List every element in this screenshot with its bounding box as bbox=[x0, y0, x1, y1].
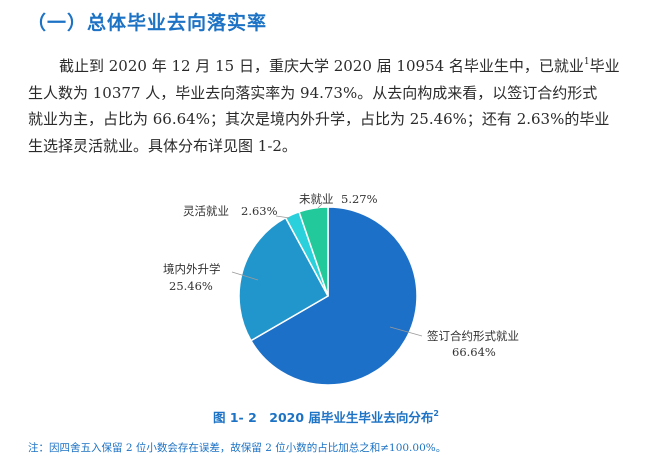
leader-contract-employment bbox=[389, 326, 423, 337]
figure-caption-text: 图 1- 2 2020 届毕业生毕业去向分布 bbox=[212, 410, 434, 425]
paragraph-line-3: 就业为主，占比为 66.64%；其次是境内外升学，占比为 25.46%；还有 2… bbox=[28, 110, 610, 128]
pie-chart: 签订合约形式就业 66.64% 境内外升学 25.46% 灵活就业 2.63% … bbox=[163, 192, 519, 386]
paragraph-line-2: 生人数为 10377 人，毕业去向落实率为 94.73%。从去向构成来看，以签订… bbox=[28, 83, 598, 102]
label-further-study-value: 25.46% bbox=[169, 279, 213, 293]
pie-slice-further-study bbox=[238, 216, 330, 342]
paragraph-line-1-text: 截止到 2020 年 12 月 15 日，重庆大学 2020 届 10954 名… bbox=[59, 57, 584, 75]
footnote-note: 注：因四舍五入保留 2 位小数会存在误差，故保留 2 位小数的占比加总之和≠10… bbox=[28, 442, 447, 454]
paragraph-line-1: 截止到 2020 年 12 月 15 日，重庆大学 2020 届 10954 名… bbox=[28, 53, 626, 80]
label-further-study-name: 境内外升学 bbox=[163, 262, 221, 276]
pie-slices bbox=[238, 206, 418, 386]
label-unemployed-name: 未就业 bbox=[299, 192, 334, 206]
paragraph-line-1-tail: 毕业 bbox=[589, 57, 620, 75]
label-contract-employment-name: 签订合约形式就业 bbox=[427, 329, 519, 343]
paragraph-line-4: 生选择灵活就业。具体分布详见图 1-2。 bbox=[28, 136, 297, 155]
body-paragraph: 截止到 2020 年 12 月 15 日，重庆大学 2020 届 10954 名… bbox=[28, 53, 626, 159]
figure-caption: 图 1- 2 2020 届毕业生毕业去向分布2 bbox=[0, 407, 652, 426]
label-flexible-employment-name: 灵活就业 bbox=[183, 204, 229, 218]
pie-slice-unemployed bbox=[298, 206, 329, 297]
pie-slice-contract-employment bbox=[249, 206, 418, 386]
section-heading: （一）总体毕业去向落实率 bbox=[27, 12, 268, 34]
label-unemployed-value: 5.27% bbox=[341, 192, 378, 206]
label-flexible-employment-value: 2.63% bbox=[241, 204, 278, 218]
leader-flexible-employment bbox=[275, 215, 291, 219]
footnote-ref-1[interactable]: 1 bbox=[583, 57, 590, 67]
pie-leader-lines bbox=[231, 203, 423, 337]
leader-further-study bbox=[231, 271, 259, 281]
label-contract-employment-value: 66.64% bbox=[452, 345, 496, 359]
footnote-ref-2[interactable]: 2 bbox=[433, 409, 439, 418]
leader-unemployed bbox=[317, 203, 323, 209]
